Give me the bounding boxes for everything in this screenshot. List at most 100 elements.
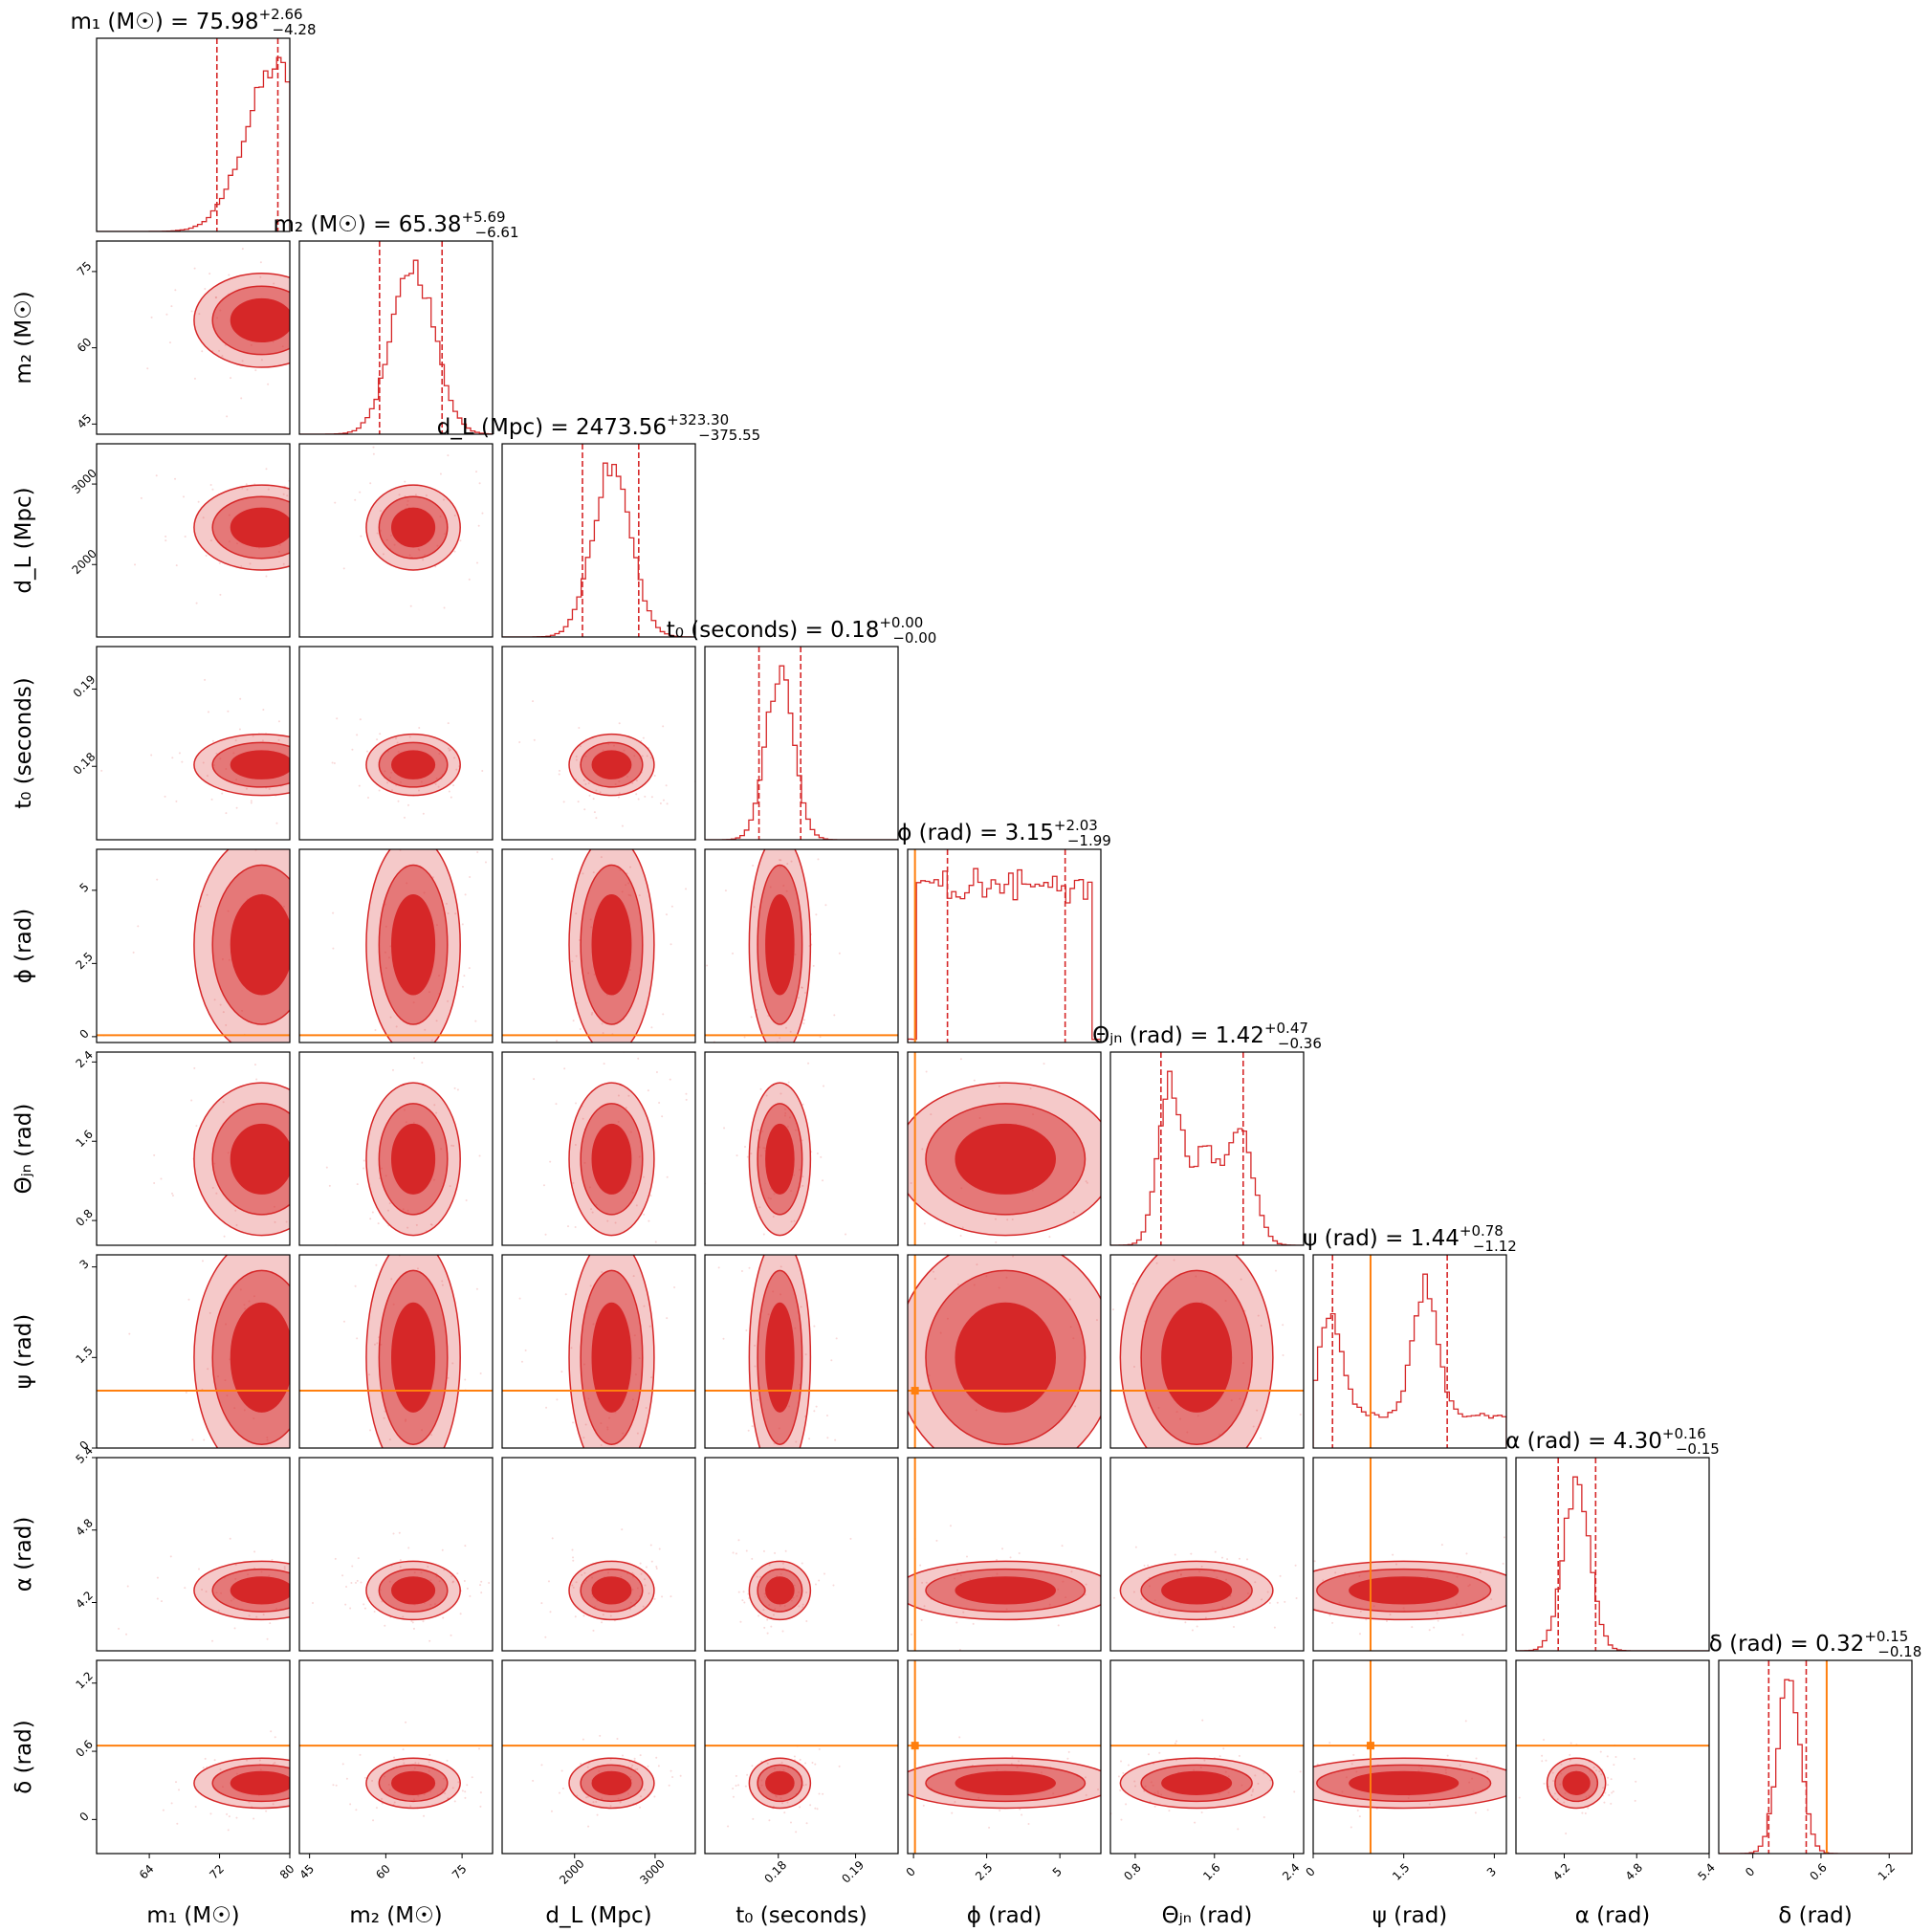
contour-delta-psi-2 — [1349, 1770, 1460, 1795]
xlabel-dL: d_L (Mpc) — [545, 1903, 651, 1928]
panel-delta-vs-phi: 0 2.5 5 — [904, 1659, 1102, 1883]
title-m1: m₁ (M☉) = 75.98+2.66 −4.28 — [70, 6, 316, 38]
title-delta: δ (rad) = 0.32+0.15 −0.18 — [1709, 1628, 1922, 1660]
histogram-delta — [1719, 1679, 1912, 1854]
panel-psi-vs-t0 — [704, 1254, 899, 1449]
contour-psi-m1-2 — [230, 1302, 290, 1413]
contour-delta-t0-2 — [765, 1770, 795, 1795]
ytick-delta-2: 1.2 — [73, 1669, 95, 1691]
xtick-m1-2: 80 — [277, 1862, 297, 1882]
title-plus-t0: +0.00 — [879, 614, 923, 631]
panel-t0-vs-t0: t₀ (seconds) = 0.18+0.00 −0.00 — [667, 614, 937, 841]
title-minus-phi: −1.99 — [1067, 832, 1111, 849]
xtick-t0-1: 0.19 — [839, 1858, 867, 1886]
panel-psi-vs-theta — [1109, 1254, 1305, 1449]
panel-psi-vs-psi: ψ (rad) = 1.44+0.78 −1.12 — [1303, 1222, 1517, 1449]
panel-t0-vs-m1: 0.18 0.19 — [71, 646, 291, 841]
ylabel-alpha: α (rad) — [11, 1517, 36, 1592]
ytick-delta-0: 0 — [77, 1810, 92, 1824]
contour-psi-m2-2 — [390, 1302, 436, 1413]
panel-m2-vs-m2: m₂ (M☉) = 65.38+5.69 −6.61 — [273, 209, 519, 435]
contour-phi-dL-2 — [591, 893, 632, 996]
ytick-m2-1: 60 — [75, 335, 95, 355]
histogram-psi — [1313, 1273, 1506, 1448]
contour-theta-m2-2 — [390, 1123, 436, 1195]
panel-phi-vs-m1: 02.55 — [73, 848, 291, 1043]
xlabel-phi: ϕ (rad) — [967, 1903, 1043, 1928]
xlabel-t0: t₀ (seconds) — [735, 1903, 867, 1928]
xtick-theta-0: 0.8 — [1121, 1860, 1143, 1882]
ylabel-delta: δ (rad) — [11, 1720, 36, 1793]
panel-dL-vs-m2 — [298, 443, 494, 638]
panel-delta-vs-theta: 0.8 1.6 2.4 — [1109, 1659, 1305, 1883]
contour-delta-alpha-2 — [1562, 1770, 1591, 1795]
xtick-m2-0: 45 — [296, 1862, 317, 1882]
xtick-m1-1: 72 — [207, 1862, 227, 1882]
xtick-phi-1: 2.5 — [973, 1860, 995, 1882]
ylabel-theta: Θⱼₙ (rad) — [11, 1104, 36, 1195]
title-plus-phi: +2.03 — [1054, 817, 1098, 834]
contour-dL-m2-2 — [390, 507, 436, 548]
title-dL: d_L (Mpc) = 2473.56+323.30 −375.55 — [437, 411, 760, 444]
title-minus-alpha: −0.15 — [1676, 1440, 1720, 1458]
panel-alpha-vs-m2 — [298, 1457, 494, 1652]
xtick-t0-0: 0.18 — [762, 1858, 790, 1886]
panel-theta-vs-t0 — [704, 1051, 899, 1246]
panel-delta-vs-delta: δ (rad) = 0.32+0.15 −0.18 0 0.6 1.2 — [1709, 1628, 1922, 1883]
panel-alpha-vs-t0 — [704, 1457, 899, 1652]
xtick-psi-0: 0 — [1304, 1865, 1318, 1879]
histogram-m2 — [299, 259, 493, 434]
panel-alpha-vs-alpha: α (rad) = 4.30+0.16 −0.15 — [1505, 1425, 1720, 1652]
title-plus-theta: +0.47 — [1264, 1020, 1308, 1037]
title-minus-m2: −6.61 — [475, 224, 519, 241]
ytick-m2-2: 75 — [75, 259, 95, 279]
histogram-dL — [502, 462, 695, 637]
contour-psi-phi-2 — [955, 1302, 1057, 1413]
ytick-psi-2: 3 — [77, 1257, 92, 1271]
ytick-alpha-0: 4.2 — [73, 1589, 95, 1611]
panel-phi-vs-dL — [501, 848, 696, 1043]
ytick-t0-1: 0.19 — [71, 672, 99, 700]
title-minus-dL: −375.55 — [698, 427, 760, 444]
title-plus-m2: +5.69 — [462, 209, 506, 226]
ylabel-psi: ψ (rad) — [11, 1314, 36, 1390]
panel-psi-vs-phi — [907, 1254, 1102, 1449]
ytick-theta-1: 1.6 — [73, 1128, 95, 1150]
title-minus-theta: −0.36 — [1278, 1035, 1322, 1052]
panel-delta-vs-t0: 0.18 0.19 — [704, 1659, 899, 1886]
panel-alpha-vs-theta — [1109, 1457, 1305, 1652]
panel-psi-vs-dL — [501, 1254, 696, 1449]
contour-delta-m1-2 — [230, 1770, 290, 1795]
ytick-alpha-2: 5.4 — [73, 1443, 95, 1465]
contour-delta-theta-2 — [1161, 1770, 1233, 1795]
panel-phi-vs-phi: ϕ (rad) = 3.15+2.03 −1.99 — [897, 817, 1111, 1043]
contour-psi-dL-2 — [591, 1302, 632, 1413]
title-t0: t₀ (seconds) = 0.18+0.00 −0.00 — [667, 614, 937, 647]
panel-phi-vs-t0 — [704, 848, 899, 1043]
histogram-phi — [908, 867, 1101, 1043]
contour-t0-dL-2 — [591, 750, 632, 779]
contour-psi-theta-2 — [1161, 1302, 1233, 1413]
xtick-dL-0: 2000 — [557, 1856, 586, 1886]
ytick-delta-1: 0.6 — [73, 1738, 95, 1760]
xtick-m2-1: 60 — [373, 1862, 393, 1882]
contour-theta-phi-2 — [955, 1123, 1057, 1195]
panel-phi-vs-m2 — [298, 848, 494, 1043]
panel-theta-vs-dL — [501, 1051, 696, 1246]
title-minus-t0: −0.00 — [892, 629, 936, 647]
xtick-m1-0: 64 — [137, 1862, 157, 1882]
xtick-alpha-0: 4.2 — [1550, 1860, 1572, 1882]
title-plus-m1: +2.66 — [259, 6, 303, 23]
ytick-m2-0: 45 — [75, 411, 95, 431]
ytick-alpha-1: 4.8 — [73, 1516, 95, 1538]
contour-m2-m1-2 — [230, 297, 290, 342]
contour-phi-m1-2 — [230, 894, 290, 996]
ylabel-t0: t₀ (seconds) — [11, 677, 36, 809]
contour-psi-t0-2 — [765, 1302, 795, 1413]
xtick-dL-1: 3000 — [637, 1856, 667, 1886]
panel-m1-vs-m1: m₁ (M☉) = 75.98+2.66 −4.28 — [70, 6, 317, 232]
xtick-delta-1: 0.6 — [1807, 1860, 1829, 1882]
xtick-delta-0: 0 — [1743, 1865, 1757, 1879]
ylabel-dL: d_L (Mpc) — [11, 487, 36, 593]
panel-alpha-vs-psi — [1312, 1457, 1507, 1652]
